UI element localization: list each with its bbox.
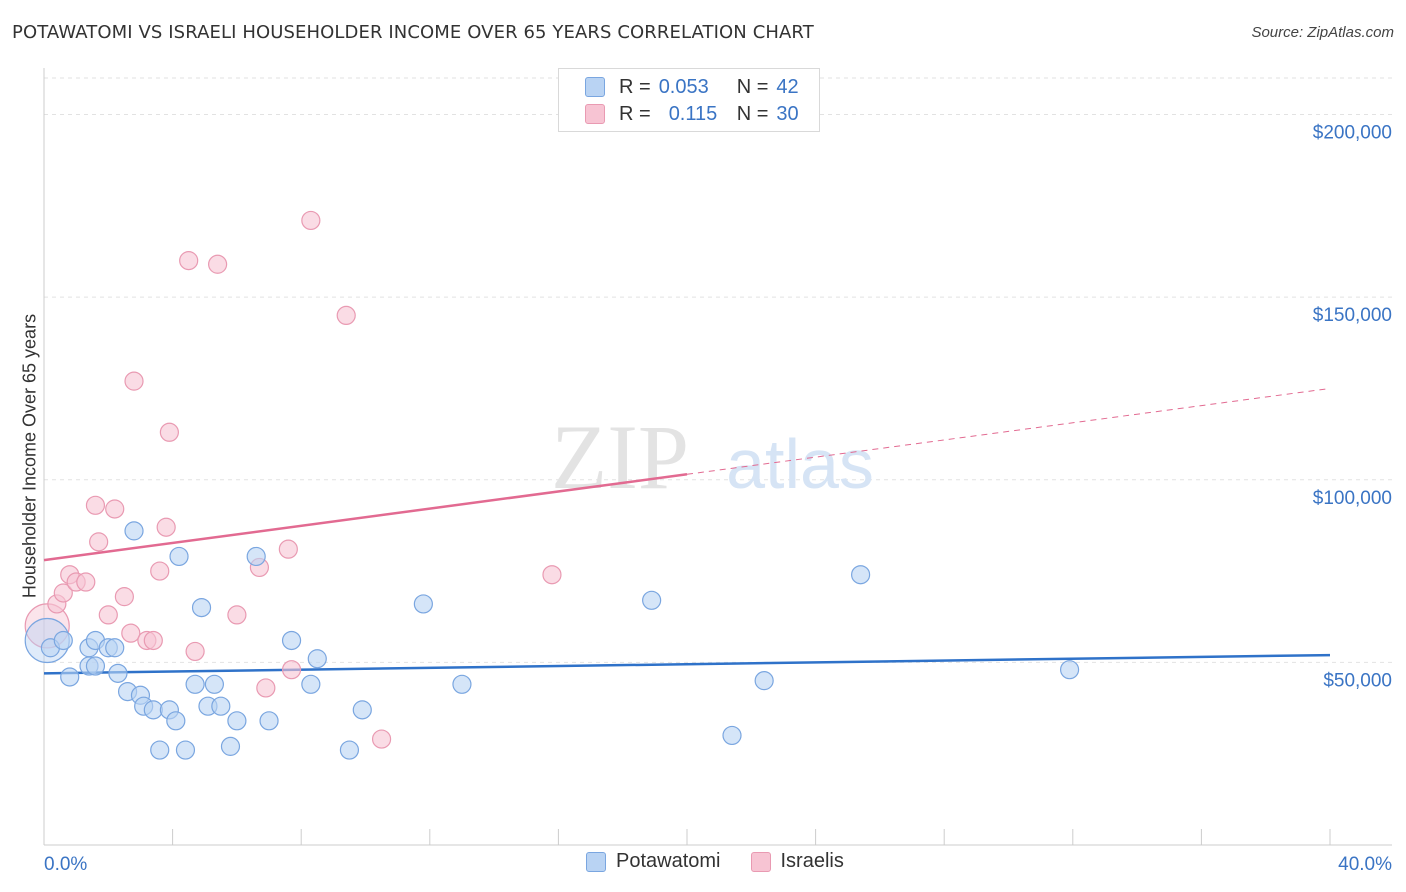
- israelis-point: [256, 678, 276, 698]
- y-tick-label: $150,000: [1313, 305, 1392, 326]
- legend-label: Israelis: [780, 850, 844, 872]
- y-tick-label: $50,000: [1323, 670, 1392, 691]
- israelis-point: [227, 605, 247, 625]
- israelis-point: [185, 641, 205, 662]
- potawatomi-point: [642, 590, 662, 610]
- axes: [43, 68, 1392, 846]
- potawatomi-point: [281, 630, 302, 651]
- israelis-point: [89, 532, 109, 552]
- x-tick-label: 0.0%: [44, 854, 87, 875]
- israelis-point: [301, 210, 321, 231]
- potawatomi-point: [851, 565, 871, 585]
- grid-lines: [44, 77, 1392, 663]
- potawatomi-point: [185, 674, 205, 694]
- legend-item-potawatomi: Potawatomi: [586, 850, 721, 873]
- potawatomi-point: [352, 700, 372, 720]
- potawatomi-point: [246, 546, 266, 567]
- israelis-point: [179, 251, 199, 271]
- israelis-point: [143, 630, 163, 651]
- data-points: [24, 210, 1080, 760]
- x-tick-label: 40.0%: [1338, 854, 1392, 875]
- series-legend: Potawatomi Israelis: [586, 850, 874, 873]
- stats-legend: R = 0.053 N = 42 R = 0.115 N = 30: [558, 68, 820, 132]
- potawatomi-point: [220, 736, 241, 756]
- israelis-point: [150, 561, 170, 581]
- n-label: N =: [736, 75, 769, 98]
- potawatomi-point: [339, 740, 360, 760]
- legend-row-israelis: R = 0.115 N = 30: [585, 102, 799, 126]
- potawatomi-point: [175, 740, 196, 760]
- trend-lines: [43, 387, 1331, 675]
- legend-label: Potawatomi: [616, 850, 721, 872]
- watermark-atlas: atlas: [726, 425, 874, 503]
- potawatomi-point: [150, 740, 170, 760]
- watermark: ZIP atlas: [551, 406, 874, 508]
- potawatomi-point: [1059, 660, 1080, 680]
- y-tick-label: $200,000: [1313, 123, 1392, 144]
- potawatomi-point: [211, 696, 231, 716]
- potawatomi-point: [53, 630, 73, 651]
- israelis-point: [336, 305, 356, 326]
- potawatomi-point: [452, 674, 472, 694]
- n-value: 30: [776, 102, 799, 125]
- y-tick-labels: $50,000 $100,000 $150,000 $200,000: [1313, 123, 1392, 692]
- trend-line-israelis-extension: [686, 387, 1331, 475]
- potawatomi-point: [85, 656, 106, 676]
- israelis-point: [542, 565, 562, 585]
- israelis-point: [53, 583, 73, 603]
- potawatomi-point: [754, 671, 774, 691]
- potawatomi-point: [169, 546, 189, 567]
- israelis-point: [76, 572, 96, 592]
- potawatomi-point: [204, 674, 224, 694]
- israelis-point: [156, 517, 176, 537]
- r-value: 0.115: [668, 102, 718, 125]
- potawatomi-point: [227, 711, 247, 731]
- potawatomi-point: [166, 711, 186, 731]
- watermark-zip: ZIP: [551, 406, 689, 508]
- israelis-point: [114, 587, 134, 607]
- potawatomi-point: [124, 521, 144, 541]
- blue-swatch: [586, 851, 606, 872]
- potawatomi-point: [301, 674, 321, 694]
- y-axis-label: Householder Income Over 65 years: [19, 313, 40, 599]
- legend-item-israelis: Israelis: [750, 850, 844, 873]
- israelis-point: [371, 729, 392, 749]
- x-tick-labels: 0.0% 40.0%: [44, 854, 1392, 875]
- r-label: R =: [619, 75, 651, 98]
- chart-title: POTAWATOMI VS ISRAELI HOUSEHOLDER INCOME…: [12, 22, 814, 43]
- n-label: N =: [736, 102, 769, 125]
- r-label: R =: [619, 102, 651, 125]
- potawatomi-point: [143, 700, 163, 720]
- israelis-point: [105, 499, 125, 519]
- potawatomi-point: [722, 725, 742, 746]
- israelis-point: [124, 371, 144, 391]
- potawatomi-point: [307, 649, 327, 669]
- trend-line-israelis: [43, 473, 688, 562]
- n-value: 42: [776, 75, 799, 98]
- pink-swatch: [585, 104, 605, 124]
- legend-row-potawatomi: R = 0.053 N = 42: [585, 75, 799, 99]
- potawatomi-point: [108, 663, 128, 683]
- israelis-point: [278, 539, 298, 559]
- r-value: 0.053: [658, 75, 709, 98]
- israelis-point: [208, 254, 228, 274]
- trend-line-potawatomi: [43, 653, 1331, 675]
- pink-swatch: [750, 851, 771, 872]
- israelis-point: [159, 422, 179, 442]
- potawatomi-point: [191, 597, 212, 618]
- potawatomi-point: [60, 667, 80, 687]
- israelis-point: [98, 605, 118, 625]
- y-tick-label: $100,000: [1313, 488, 1392, 509]
- israelis-point: [85, 495, 106, 515]
- israelis-point: [121, 623, 141, 643]
- potawatomi-point: [413, 594, 433, 614]
- source-label: Source: ZipAtlas.com: [1251, 24, 1394, 41]
- potawatomi-point: [105, 638, 125, 658]
- blue-swatch: [585, 77, 605, 97]
- potawatomi-point: [259, 711, 279, 731]
- israelis-point: [281, 660, 302, 680]
